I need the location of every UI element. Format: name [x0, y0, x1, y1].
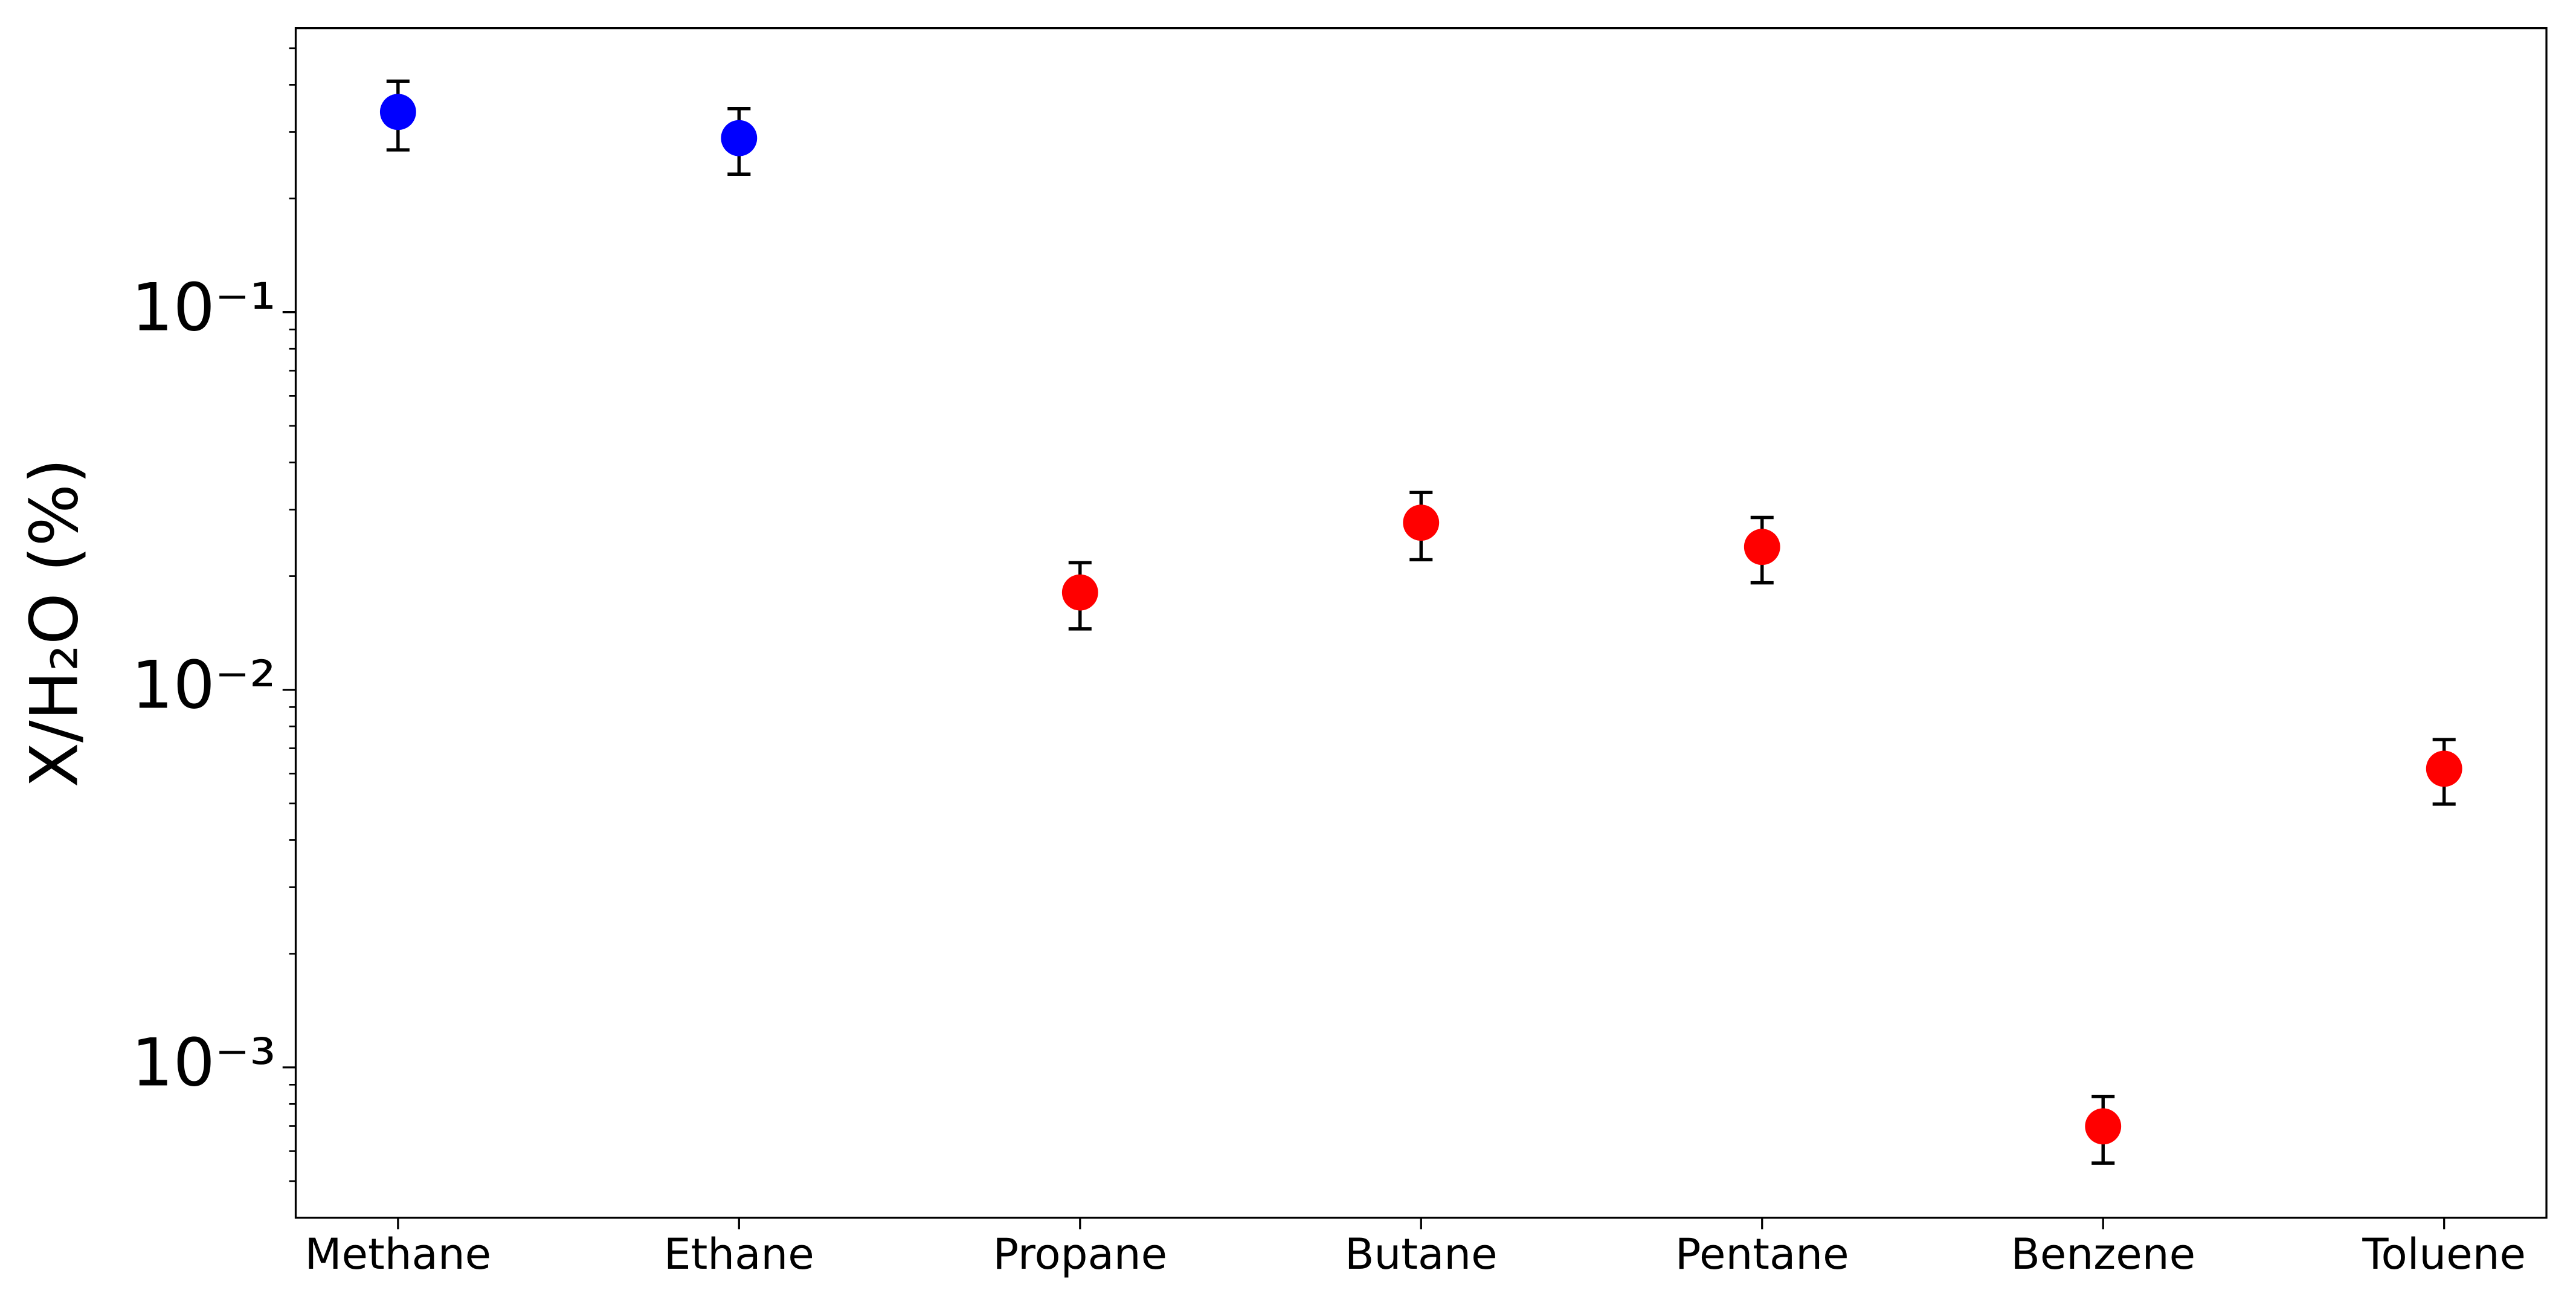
y-axis-label: X/H₂O (%)	[16, 459, 93, 788]
x-tick-label: Ethane	[664, 1229, 814, 1279]
x-tick-label: Butane	[1345, 1229, 1498, 1279]
x-tick-label: Methane	[305, 1229, 492, 1279]
x-tick-label: Pentane	[1675, 1229, 1849, 1279]
x-tick-label: Propane	[993, 1229, 1167, 1279]
y-tick-label: 10⁻²	[131, 646, 275, 723]
y-tick-label: 10⁻¹	[131, 269, 275, 346]
x-tick-label: Toluene	[2362, 1229, 2526, 1279]
y-tick-label: 10⁻³	[131, 1025, 275, 1101]
marker	[2426, 750, 2462, 787]
marker	[721, 120, 758, 156]
marker	[1061, 574, 1098, 611]
marker	[1403, 504, 1440, 541]
marker	[379, 94, 416, 130]
marker	[2085, 1108, 2122, 1145]
x-tick-label: Benzene	[2011, 1229, 2195, 1279]
marker	[1744, 529, 1780, 566]
